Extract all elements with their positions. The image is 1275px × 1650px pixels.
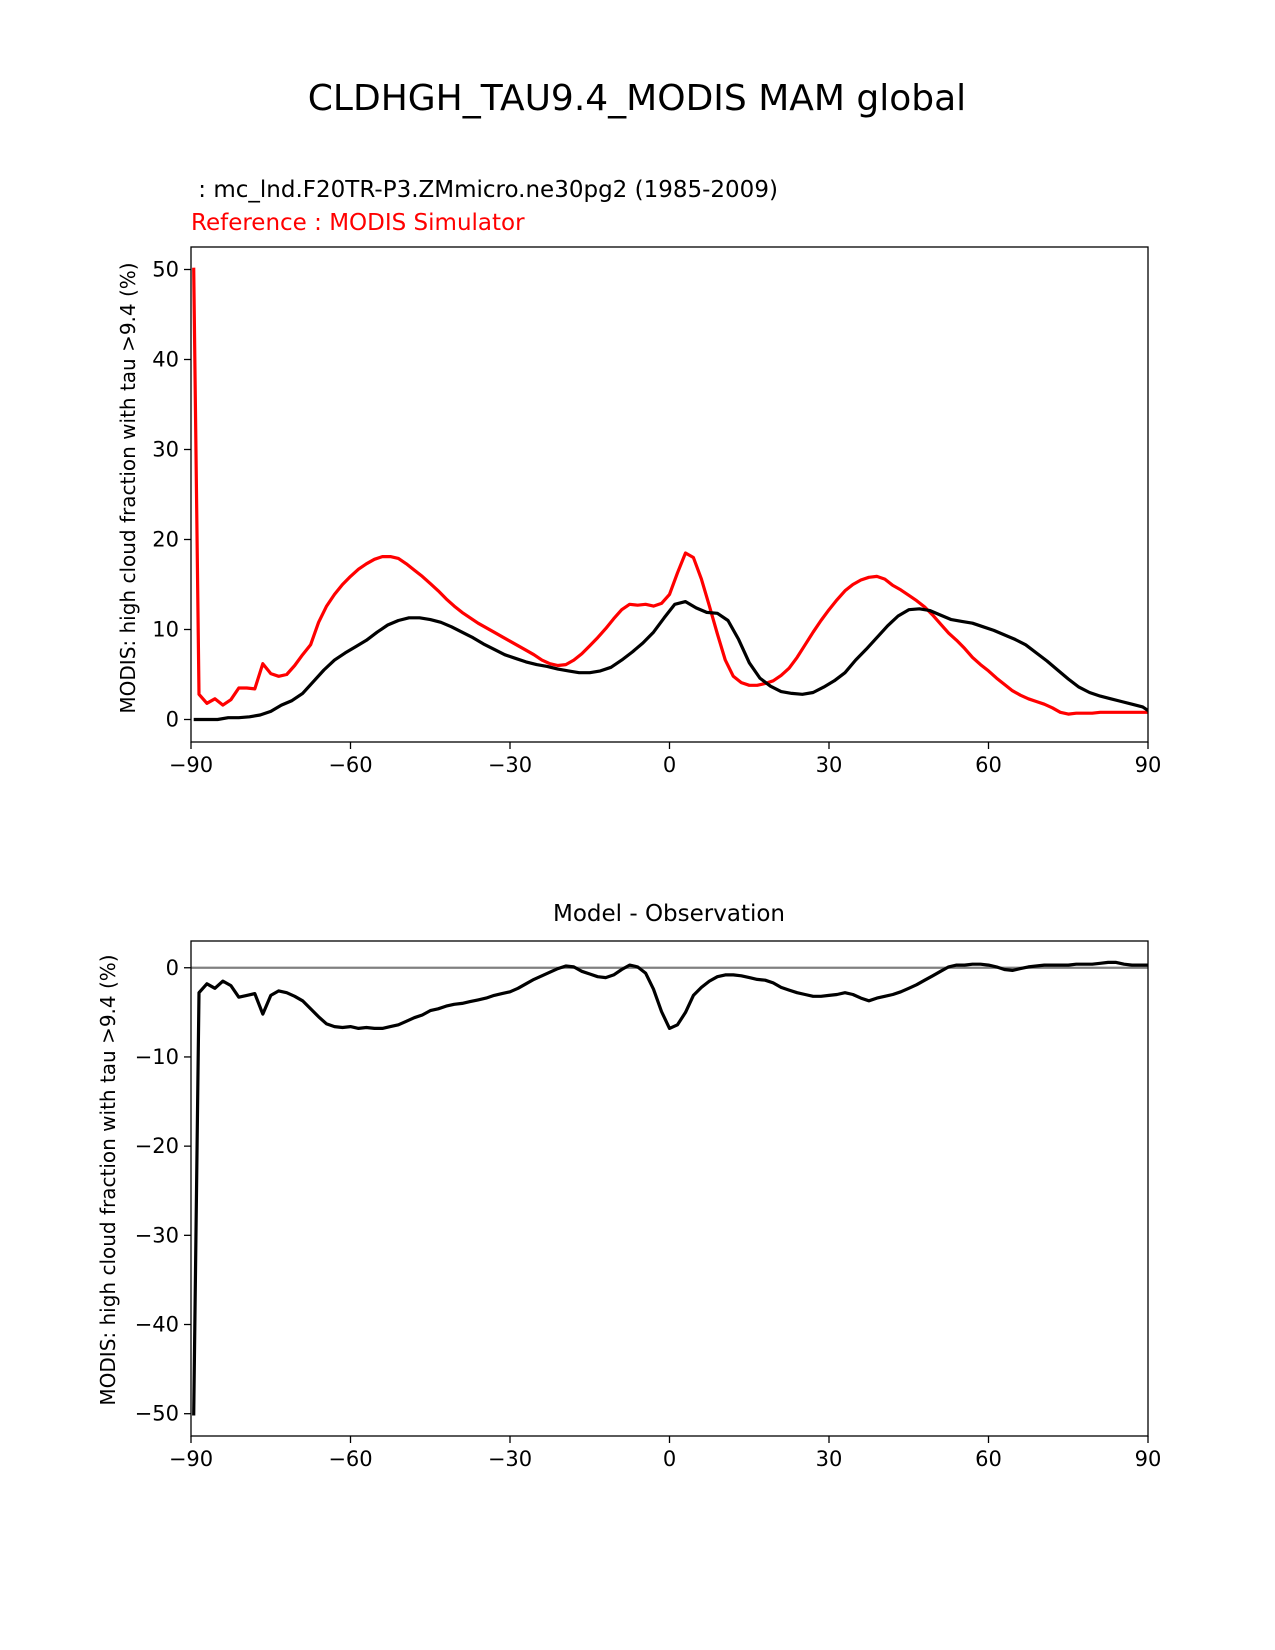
x-tick-label: −90 (169, 1447, 213, 1471)
bottom-panel: Model - Observation MODIS: high cloud fr… (96, 901, 1161, 1471)
series-line-test (193, 600, 1148, 722)
x-tick-label: 60 (975, 753, 1002, 777)
y-tick-label: −50 (135, 1402, 179, 1426)
x-tick-label: 30 (816, 753, 843, 777)
y-tick-label: 0 (166, 708, 179, 732)
x-tick-label: 30 (816, 1447, 843, 1471)
x-tick-label: 0 (663, 753, 676, 777)
top-y-axis-label: MODIS: high cloud fraction with tau >9.4… (116, 262, 140, 713)
x-tick-label: −90 (169, 753, 213, 777)
y-tick-label: 0 (166, 956, 179, 980)
x-tick-label: −30 (488, 753, 532, 777)
y-tick-label: 10 (152, 618, 179, 642)
x-tick-label: 60 (975, 1447, 1002, 1471)
top-plot-area: −90 −60 −30 0 30 60 90 0 10 20 30 40 50 (152, 246, 1162, 777)
test-case-label: : mc_lnd.F20TR-P3.ZMmicro.ne30pg2 (1985-… (191, 177, 778, 203)
figure-title: CLDHGH_TAU9.4_MODIS MAM global (308, 78, 966, 119)
y-tick-label: −30 (135, 1223, 179, 1247)
bottom-panel-title: Model - Observation (553, 901, 785, 927)
bottom-y-axis-label: MODIS: high cloud fraction with tau >9.4… (96, 954, 120, 1405)
y-tick-label: −40 (135, 1313, 179, 1337)
x-tick-label: 90 (1135, 1447, 1162, 1471)
series-line-difference (192, 960, 1148, 1416)
x-tick-label: 0 (663, 1447, 676, 1471)
y-tick-label: 40 (152, 348, 179, 372)
bottom-plot-area: −90 −60 −30 0 30 60 90 0 −10 −20 −30 −40 −50 (135, 940, 1162, 1471)
x-tick-label: −60 (328, 753, 372, 777)
top-panel: : mc_lnd.F20TR-P3.ZMmicro.ne30pg2 (1985-… (116, 177, 1161, 777)
y-tick-label: −20 (135, 1134, 179, 1158)
axes-frame (190, 940, 1149, 1437)
reference-label: Reference : MODIS Simulator (191, 210, 525, 236)
x-tick-label: −60 (328, 1447, 372, 1471)
y-tick-label: 50 (152, 258, 179, 282)
x-tick-label: 90 (1135, 753, 1162, 777)
series-line-reference (192, 267, 1148, 716)
y-tick-label: −10 (135, 1045, 179, 1069)
y-tick-label: 20 (152, 528, 179, 552)
axes-frame (190, 246, 1149, 743)
x-tick-label: −30 (488, 1447, 532, 1471)
y-tick-label: 30 (152, 438, 179, 462)
